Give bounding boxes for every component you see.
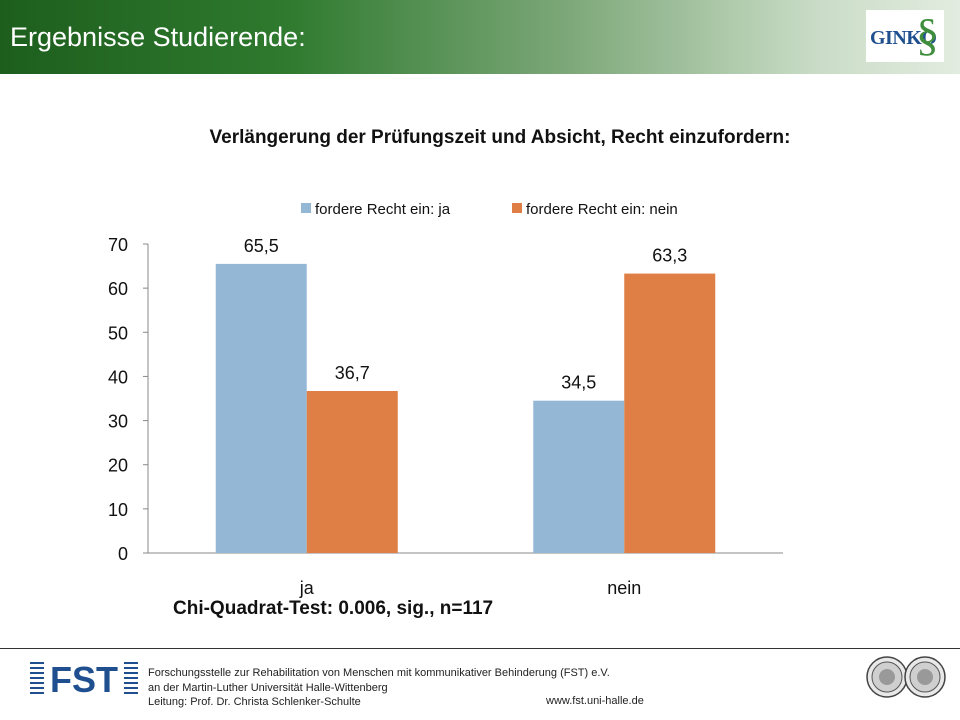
data-label: 36,7 <box>335 363 370 383</box>
fst-logo-text: FST <box>50 659 118 697</box>
ginko-logo: GINKO § <box>866 10 944 62</box>
chi-square-annotation: Chi-Quadrat-Test: 0.006, sig., n=117 <box>173 598 494 619</box>
fst-logo: FST <box>30 659 138 697</box>
legend-label: fordere Recht ein: ja <box>315 201 451 218</box>
paragraph-symbol-icon: § <box>916 9 939 60</box>
footer-line-2: an der Martin-Luther Universität Halle-W… <box>148 681 388 694</box>
footer-line-3: Leitung: Prof. Dr. Christa Schlenker-Sch… <box>148 696 361 708</box>
ginko-logo-text: GINKO <box>870 27 937 49</box>
x-tick-label: ja <box>299 578 315 598</box>
university-seal-icon <box>904 656 946 698</box>
university-seal-icon <box>866 656 908 698</box>
y-tick-label: 0 <box>118 544 128 564</box>
legend-label: fordere Recht ein: nein <box>526 201 678 218</box>
bar <box>215 263 307 553</box>
data-label: 65,5 <box>244 236 279 256</box>
chart-title: Verlängerung der Prüfungszeit und Absich… <box>209 127 791 148</box>
footer-line-1: Forschungsstelle zur Rehabilitation von … <box>148 667 610 679</box>
legend-swatch <box>301 203 311 213</box>
y-tick-label: 50 <box>108 323 128 343</box>
footer-url: www.fst.uni-halle.de <box>546 695 644 707</box>
header-bar: Ergebnisse Studierende: GINKO § <box>0 0 960 74</box>
data-label: 34,5 <box>561 373 596 393</box>
page-title: Ergebnisse Studierende: <box>10 22 306 52</box>
y-tick-label: 70 <box>108 235 128 255</box>
bar <box>533 400 625 553</box>
data-label: 63,3 <box>652 246 687 266</box>
y-tick-label: 10 <box>108 500 128 520</box>
x-tick-label: nein <box>607 578 641 598</box>
y-tick-label: 20 <box>108 456 128 476</box>
y-tick-label: 40 <box>108 367 128 387</box>
bar <box>306 390 398 553</box>
y-tick-label: 60 <box>108 279 128 299</box>
bar <box>624 273 716 553</box>
y-tick-label: 30 <box>108 412 128 432</box>
legend-swatch <box>512 203 522 213</box>
footer-divider <box>0 648 960 649</box>
footer-info: Forschungsstelle zur Rehabilitation von … <box>148 666 610 710</box>
